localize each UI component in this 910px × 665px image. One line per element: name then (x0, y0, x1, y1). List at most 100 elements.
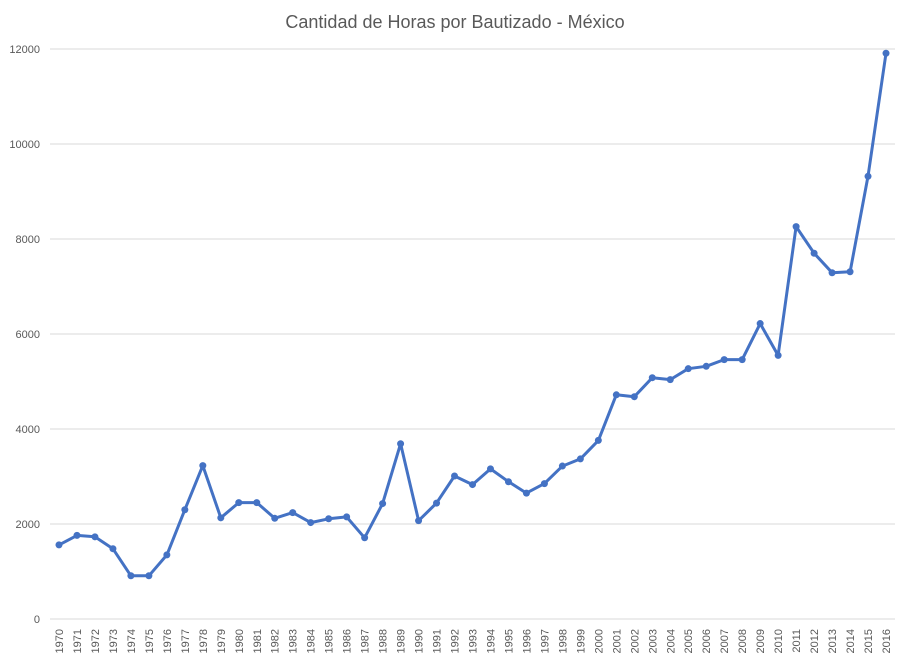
x-tick-label: 2003 (647, 629, 659, 653)
data-point (756, 320, 764, 328)
x-tick-label: 1984 (306, 629, 318, 653)
data-point (199, 462, 207, 470)
y-tick-label: 8000 (16, 234, 40, 246)
x-tick-label: 1976 (162, 629, 174, 653)
x-tick-label: 1970 (54, 629, 66, 653)
data-point (648, 374, 656, 382)
data-point (630, 393, 638, 401)
data-point (720, 356, 728, 364)
data-point (864, 172, 872, 180)
x-tick-label: 1998 (557, 629, 569, 653)
data-point (612, 391, 620, 399)
x-tick-label: 1989 (396, 629, 408, 653)
x-tick-label: 1983 (288, 629, 300, 653)
x-tick-label: 1975 (144, 629, 156, 653)
data-point (469, 481, 476, 489)
x-tick-label: 1971 (72, 629, 84, 653)
x-tick-label: 1996 (521, 629, 533, 653)
x-tick-label: 1999 (575, 629, 587, 653)
data-point (738, 356, 746, 364)
x-tick-label: 1974 (126, 629, 138, 653)
data-point (181, 506, 189, 514)
x-tick-label: 1972 (90, 629, 102, 653)
x-tick-label: 1979 (216, 629, 228, 653)
data-point (882, 49, 890, 57)
data-point (343, 513, 351, 521)
data-point (325, 515, 333, 523)
x-tick-label: 2010 (773, 629, 785, 653)
x-tick-label: 1988 (378, 629, 390, 653)
data-point (55, 541, 63, 549)
data-point (235, 499, 243, 507)
data-point (145, 572, 153, 580)
data-point (828, 269, 836, 277)
data-point (361, 534, 369, 542)
data-point (127, 572, 135, 580)
x-tick-label: 2014 (845, 629, 857, 653)
data-point (684, 365, 692, 373)
data-point (504, 478, 512, 486)
chart-title: Cantidad de Horas por Bautizado - México (285, 12, 625, 32)
x-tick-label: 1981 (252, 629, 264, 653)
x-tick-label: 1987 (360, 629, 372, 653)
x-tick-label: 2008 (737, 629, 749, 653)
data-point (433, 499, 441, 507)
x-tick-label: 1980 (234, 629, 246, 653)
x-tick-label: 2012 (809, 629, 821, 653)
y-tick-label: 12000 (9, 44, 40, 56)
y-tick-label: 6000 (16, 329, 40, 341)
x-tick-label: 1977 (180, 629, 192, 653)
x-tick-label: 1995 (503, 629, 515, 653)
y-tick-label: 10000 (9, 139, 40, 151)
data-point (846, 268, 854, 276)
x-tick-label: 1973 (108, 629, 120, 653)
data-point (594, 436, 602, 444)
data-point (702, 362, 710, 370)
x-tick-label: 1982 (270, 629, 282, 653)
x-tick-label: 2011 (791, 629, 803, 653)
x-tick-label: 2009 (755, 629, 767, 653)
x-tick-label: 2006 (701, 629, 713, 653)
data-point (163, 551, 171, 559)
y-tick-label: 0 (34, 614, 40, 626)
x-tick-label: 1997 (539, 629, 551, 653)
series-line (58, 53, 888, 578)
data-point (253, 499, 261, 507)
y-axis: 0 2000 4000 6000 8000 10000 12000 (9, 44, 40, 626)
data-point (91, 533, 99, 541)
data-point (415, 517, 423, 525)
data-point (379, 500, 387, 508)
series (55, 49, 890, 580)
data-point (289, 509, 297, 517)
data-point (217, 514, 225, 522)
x-tick-label: 1985 (324, 629, 336, 653)
x-tick-label: 1978 (198, 629, 210, 653)
data-point (558, 462, 566, 470)
x-tick-label: 1992 (450, 629, 462, 653)
x-tick-label: 2002 (629, 629, 641, 653)
x-tick-label: 1994 (485, 629, 497, 653)
x-tick-label: 2005 (683, 629, 695, 653)
x-axis: 1970 1971 1972 1973 1974 1975 1976 1977 1978 1979… (54, 629, 893, 653)
gridlines (50, 48, 895, 620)
x-tick-label: 2013 (827, 629, 839, 653)
y-tick-label: 2000 (16, 519, 40, 531)
x-tick-label: 2001 (611, 629, 623, 653)
x-tick-label: 2016 (881, 629, 893, 653)
x-tick-label: 2004 (665, 629, 677, 653)
data-point (576, 455, 584, 463)
data-point (307, 519, 315, 527)
data-point (271, 514, 279, 522)
data-point (810, 249, 818, 257)
data-point (109, 545, 117, 553)
data-point (397, 440, 405, 448)
data-point (486, 465, 494, 473)
data-point (774, 351, 782, 359)
data-point (540, 480, 548, 488)
data-point (73, 531, 81, 539)
data-point (792, 223, 800, 231)
x-tick-label: 1990 (414, 629, 426, 653)
x-tick-label: 2000 (593, 629, 605, 653)
